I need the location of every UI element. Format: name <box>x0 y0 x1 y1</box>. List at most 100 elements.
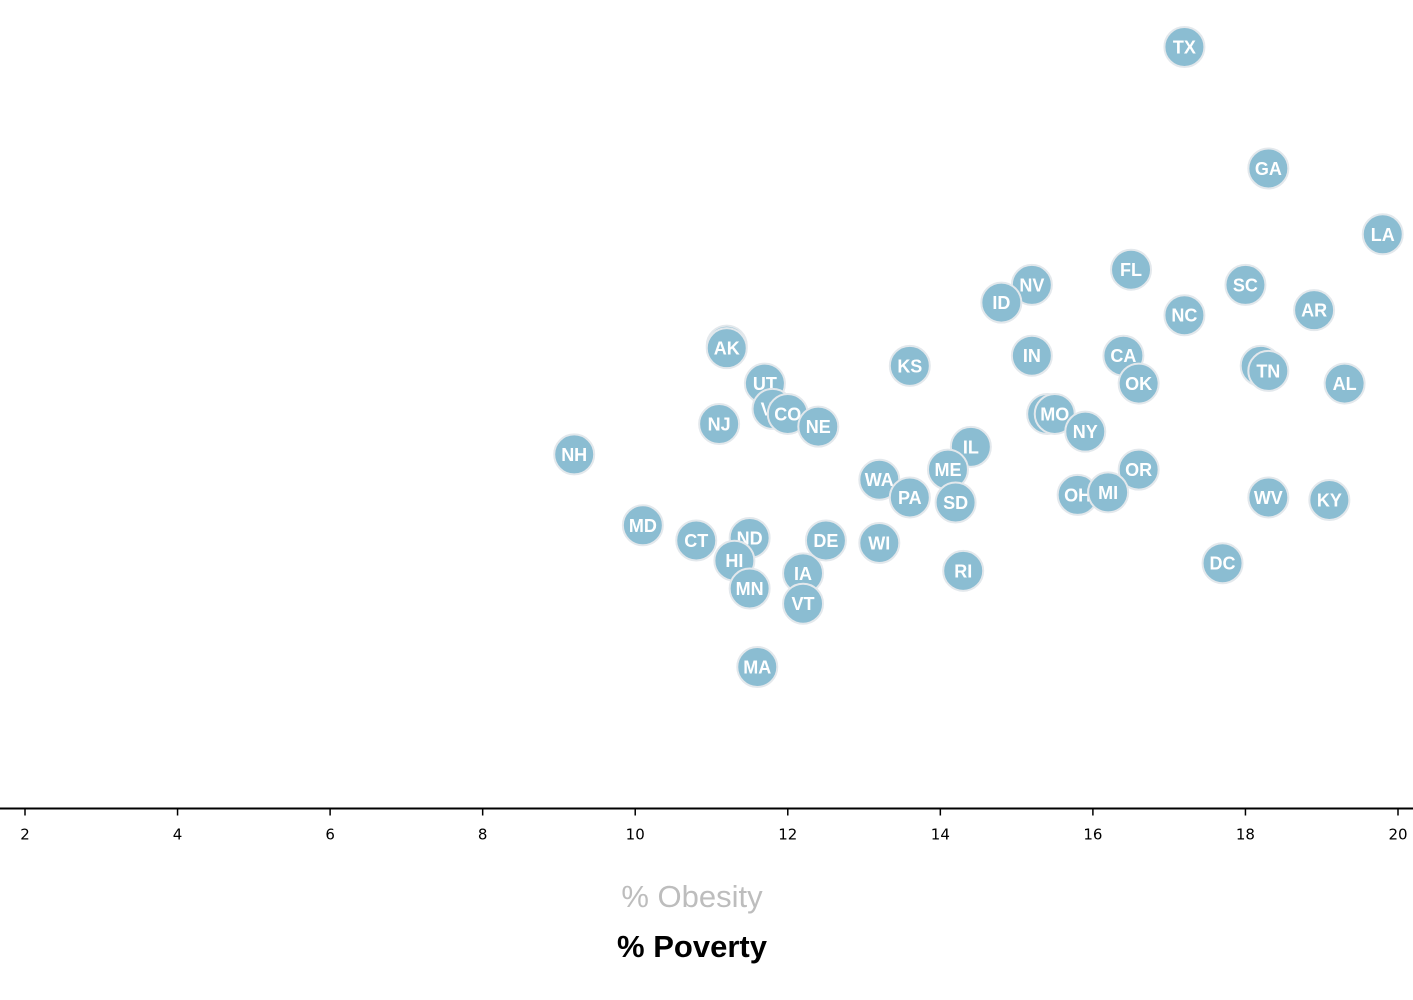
state-abbr-label: AL <box>1333 374 1357 394</box>
state-marker-ne[interactable]: NE <box>797 405 840 448</box>
state-circle[interactable] <box>1117 362 1160 405</box>
state-marker-sd[interactable]: SD <box>934 481 977 524</box>
state-marker-ok[interactable]: OK <box>1117 362 1160 405</box>
x-axis-label-inactive[interactable]: % Obesity <box>621 879 763 914</box>
state-abbr-label: CT <box>684 531 708 551</box>
state-marker-de[interactable]: DE <box>804 519 847 562</box>
state-marker-tx[interactable]: TX <box>1163 26 1206 68</box>
state-marker-md[interactable]: MD <box>621 504 664 547</box>
state-circle[interactable] <box>705 327 748 370</box>
state-circle[interactable] <box>782 582 825 625</box>
state-marker-ar[interactable]: AR <box>1293 289 1336 332</box>
state-circle[interactable] <box>942 549 985 592</box>
state-circle[interactable] <box>1247 147 1290 190</box>
state-marker-nc[interactable]: NC <box>1163 294 1206 337</box>
state-circle[interactable] <box>1064 410 1107 453</box>
state-marker-ks[interactable]: KS <box>888 344 931 387</box>
state-marker-pa[interactable]: PA <box>888 476 931 519</box>
state-marker-mi[interactable]: MI <box>1087 471 1130 514</box>
state-circle[interactable] <box>804 519 847 562</box>
state-marker-tn[interactable]: TN <box>1247 349 1290 392</box>
state-marker-ky[interactable]: KY <box>1308 478 1351 521</box>
state-abbr-label: LA <box>1371 225 1395 245</box>
state-circle[interactable] <box>797 405 840 448</box>
state-circle[interactable] <box>980 281 1023 324</box>
state-marker-in[interactable]: IN <box>1010 334 1053 377</box>
state-marker-mo[interactable]: MO <box>1033 392 1076 435</box>
state-marker-id[interactable]: ID <box>980 281 1023 324</box>
state-circle[interactable] <box>1110 248 1153 291</box>
state-abbr-label: NJ <box>708 415 731 435</box>
state-marker-ak[interactable]: AK <box>705 327 748 370</box>
state-circle[interactable] <box>888 344 931 387</box>
x-tick-label: 18 <box>1236 826 1255 844</box>
state-circle[interactable] <box>1224 263 1267 306</box>
state-circle[interactable] <box>1163 294 1206 337</box>
state-abbr-label: WI <box>868 534 890 554</box>
state-circle[interactable] <box>934 481 977 524</box>
state-marker-wi[interactable]: WI <box>858 522 901 564</box>
state-marker-ia[interactable]: IA <box>782 552 825 595</box>
state-marker-dc[interactable]: DC <box>1201 542 1244 585</box>
state-marker-la[interactable]: LA <box>1361 213 1404 256</box>
state-marker-ga[interactable]: GA <box>1247 147 1290 190</box>
state-circle[interactable] <box>621 504 664 547</box>
state-abbr-label: OR <box>1125 460 1152 480</box>
state-abbr-label: SC <box>1233 275 1258 295</box>
state-abbr-label: MI <box>1098 483 1118 503</box>
data-markers: TXGALAFLNVSCIDARNCWYAKINCAKSAZTNUTOKALVA… <box>553 26 1404 688</box>
state-circle[interactable] <box>888 476 931 519</box>
state-circle[interactable] <box>1361 213 1404 256</box>
state-abbr-label: DE <box>813 531 838 551</box>
x-axis-label-active[interactable]: % Poverty <box>617 929 768 964</box>
state-abbr-label: KS <box>897 356 922 376</box>
state-circle[interactable] <box>1323 362 1366 405</box>
state-abbr-label: MA <box>743 658 771 678</box>
state-abbr-label: OH <box>1064 485 1091 505</box>
state-circle[interactable] <box>858 522 901 564</box>
state-marker-or[interactable]: OR <box>1117 448 1160 491</box>
state-marker-ny[interactable]: NY <box>1064 410 1107 453</box>
state-circle[interactable] <box>1117 448 1160 491</box>
state-abbr-label: NY <box>1073 422 1098 442</box>
state-abbr-label: NV <box>1019 275 1044 295</box>
state-marker-nj[interactable]: NJ <box>698 403 741 446</box>
state-marker-vt[interactable]: VT <box>782 582 825 625</box>
state-circle[interactable] <box>1163 26 1206 68</box>
state-circle[interactable] <box>1308 478 1351 521</box>
state-marker-mn[interactable]: MN <box>728 567 771 610</box>
state-abbr-label: CA <box>1110 346 1136 366</box>
state-abbr-label: IN <box>1023 346 1041 366</box>
state-circle[interactable] <box>553 433 596 476</box>
state-marker-fl[interactable]: FL <box>1110 248 1153 291</box>
state-abbr-label: WA <box>865 470 894 490</box>
state-circle[interactable] <box>1247 349 1290 392</box>
state-abbr-label: WV <box>1254 488 1283 508</box>
state-circle[interactable] <box>1293 289 1336 332</box>
state-marker-al[interactable]: AL <box>1323 362 1366 405</box>
x-tick-label: 2 <box>20 826 30 844</box>
state-circle[interactable] <box>728 567 771 610</box>
state-circle[interactable] <box>675 519 718 562</box>
state-marker-sc[interactable]: SC <box>1224 263 1267 306</box>
x-axis-label-group[interactable]: % Obesity % Poverty <box>617 879 768 964</box>
state-abbr-label: MO <box>1040 404 1069 424</box>
state-marker-ct[interactable]: CT <box>675 519 718 562</box>
state-circle[interactable] <box>1010 334 1053 377</box>
state-circle[interactable] <box>1247 476 1290 519</box>
state-abbr-label: NH <box>561 445 587 465</box>
x-axis-ticks: 2 4 6 8 10 12 14 16 18 20 <box>20 808 1408 844</box>
state-abbr-label: MN <box>736 579 764 599</box>
state-marker-me[interactable]: ME <box>926 448 969 491</box>
state-circle[interactable] <box>698 403 741 446</box>
state-circle[interactable] <box>1087 471 1130 514</box>
state-marker-wv[interactable]: WV <box>1247 476 1290 519</box>
state-circle[interactable] <box>1201 542 1244 585</box>
state-abbr-label: TX <box>1173 38 1196 58</box>
state-marker-nh[interactable]: NH <box>553 433 596 476</box>
x-tick-label: 16 <box>1083 826 1102 844</box>
state-marker-ma[interactable]: MA <box>736 646 779 688</box>
state-abbr-label: NE <box>806 417 831 437</box>
state-marker-ri[interactable]: RI <box>942 549 985 592</box>
state-circle[interactable] <box>736 646 779 688</box>
